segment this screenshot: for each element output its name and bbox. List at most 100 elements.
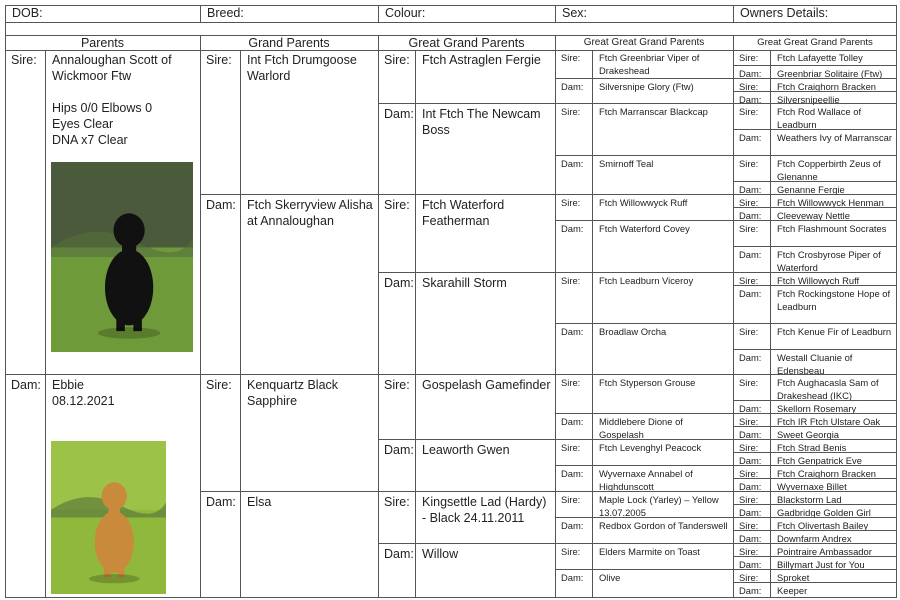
entry-name-block: Ftch Marranscar Blackcap [592,104,733,119]
entry-role: Dam: [555,156,593,194]
entry-name-block: Downfarm Andrex [770,531,897,546]
entry-name: Silversnipe Glory (Ftw) [599,81,694,92]
entry-role: Dam: [378,104,416,194]
pedigree-entry: Sire: Kenquartz Black Sapphire [200,374,378,491]
pedigree-entry: Dam: Broadlaw Orcha [555,323,733,374]
pedigree-entry: Sire: Maple Lock (Yarley) – Yellow 13.07.… [555,491,733,519]
column-divider [733,5,734,23]
pedigree-entry: Sire: Ftch Leadburn Viceroy [555,272,733,323]
entry-name: Ftch Craighorn Bracken [777,468,877,479]
pedigree-entry: Sire: Ftch Styperson Grouse [555,374,733,413]
entry-name: Ftch Genpatrick Eve [777,455,862,466]
entry-role: Dam: [733,182,771,195]
entry-name: Ftch Levenghyl Peacock [599,442,702,453]
entry-name: Ftch Willowych Ruff [777,275,860,286]
pedigree-entry: Sire: Kingsettle Lad (Hardy) - Black 24.1… [378,491,555,543]
entry-name-block: Ftch Genpatrick Eve [770,453,897,468]
entry-name: Willow [422,547,459,561]
entry-name: Elders Marmite on Toast [599,546,700,557]
pedigree-entry: Dam: Int Ftch The Newcam Boss [378,103,555,194]
entry-name-block: Ebbie 08.12.2021 [45,375,200,409]
entry-note: DNA x7 Clear [52,133,128,147]
entry-role: Dam: [733,401,771,414]
entry-name-block: Gadbridge Golden Girl [770,505,897,520]
column-divider [378,5,379,23]
entry-name: Wyvernaxe Billet [777,481,847,492]
entry-name-block: Ftch Lafayette Tolley [770,50,897,65]
entry-role: Sire: [733,570,771,583]
entry-name: Ftch Waterford Featherman [422,198,505,228]
entry-name: Int Ftch The Newcam Boss [422,107,541,137]
entry-note: 08.12.2021 [52,394,115,408]
dog-photo-frame [51,441,166,594]
pedigree-entry: Sire: Pointraire Ambassador [733,543,897,557]
pedigree-entry: Dam: Redbox Gordon of Tanderswell [555,517,733,543]
entry-role: Dam: [555,79,593,103]
pedigree-entry: Dam: Willow [378,543,555,598]
entry-role: Dam: [733,208,771,221]
pedigree-entry: Dam: Leaworth Gwen [378,439,555,491]
entry-role: Dam: [733,427,771,440]
entry-role: Dam: [733,479,771,492]
entry-name-block: Silversnipeellie [770,92,897,107]
entry-name-block: Ftch Flashmount Socrates [770,221,897,236]
entry-name-block: Int Ftch The Newcam Boss [415,104,555,138]
entry-role: Sire: [378,375,416,439]
pedigree-entry: Sire: Ftch Olivertash Bailey [733,517,897,531]
entry-name-block: Leaworth Gwen [415,440,555,458]
entry-name-block: Ftch Styperson Grouse [592,375,733,390]
header-field: Breed: [207,6,244,20]
entry-name-block: Ftch Greenbriar Viper of Drakeshead [592,50,733,77]
entry-name: Westall Cluanie of Edensbeau [777,352,853,376]
entry-name: Ftch Strad Benis [777,442,847,453]
entry-name: Middlebere Dione of Gospelash [599,416,683,440]
entry-name: Ftch Rod Wallace of Leadburn [777,106,862,130]
entry-name-block: Kingsettle Lad (Hardy) - Black 24.11.201… [415,492,555,526]
entry-role: Sire: [733,195,771,208]
entry-name-block: Billymart Just for You [770,557,897,572]
entry-role: Sire: [200,50,241,194]
pedigree-entry: Sire: Ftch Levenghyl Peacock [555,439,733,465]
entry-role: Dam: [733,130,771,155]
pedigree-entry: Dam: Olive [555,569,733,598]
body-frame [5,50,897,598]
pedigree-entry: Dam: Wyvernaxe Billet [733,478,897,492]
entry-role: Sire: [733,544,771,557]
column-divider [200,5,201,23]
entry-name: Redbox Gordon of Tanderswell [599,520,728,531]
entry-name-block: Sproket [770,570,897,585]
entry-role: Sire: [733,466,771,479]
entry-name-block: Maple Lock (Yarley) – Yellow 13.07.2005 [592,492,733,519]
entry-name-block: Ftch Levenghyl Peacock [592,440,733,455]
entry-name-block: Silversnipe Glory (Ftw) [592,79,733,94]
pedigree-entry: Sire: Ftch Willowwyck Henman [733,194,897,208]
entry-name: Downfarm Andrex [777,533,852,544]
entry-name-block: Middlebere Dione of Gospelash [592,414,733,441]
entry-name-block: Ftch Astraglen Fergie [415,50,555,68]
entry-role: Dam: [733,286,771,323]
pedigree-entry: Dam: Ftch Waterford Covey [555,220,733,272]
column-divider [733,35,734,598]
entry-role: Sire: [555,50,593,78]
entry-name: Ftch Leadburn Viceroy [599,275,694,286]
entry-name: Olive [599,572,621,583]
pedigree-entry: Dam: Sweet Georgia [733,426,897,440]
entry-name-block: Ftch Willowych Ruff [770,273,897,288]
entry-role: Sire: [200,375,241,491]
entry-name-block: Ftch Skerryview Alisha at Annaloughan [240,195,378,229]
entry-name: Ftch Skerryview Alisha at Annaloughan [247,198,373,228]
entry-name-block: Ftch Copperbirth Zeus of Glenanne [770,156,897,183]
entry-name-block: Ftch Aughacasla Sam of Drakeshead (IKC) [770,375,897,402]
column-heading: Great Great Grand Parents [757,37,873,48]
entry-name: Ebbie [52,378,84,392]
entry-name: Ftch Greenbriar Viper of Drakeshead [599,52,700,76]
pedigree-entry: Sire: Blackstorm Lad [733,491,897,505]
pedigree-entry: Dam: Billymart Just for You [733,556,897,572]
entry-name-block: Ftch Rockingstone Hope of Leadburn [770,286,897,313]
entry-name: Ftch Aughacasla Sam of Drakeshead (IKC) [777,377,879,401]
column-divider [555,35,556,598]
entry-note: Eyes Clear [52,117,114,131]
dog-photo [51,441,166,594]
entry-role: Dam: [733,92,771,105]
pedigree-entry: Dam: Downfarm Andrex [733,530,897,546]
